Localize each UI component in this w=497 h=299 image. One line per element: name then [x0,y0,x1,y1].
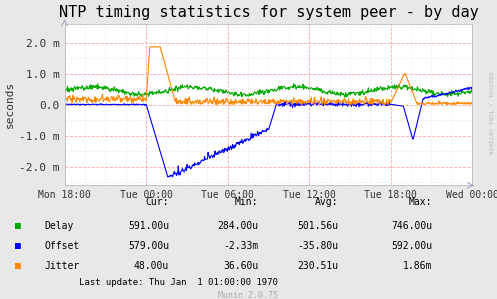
Text: Last update: Thu Jan  1 01:00:00 1970: Last update: Thu Jan 1 01:00:00 1970 [80,278,278,287]
Text: 1.86m: 1.86m [403,260,432,271]
Text: 501.56u: 501.56u [297,221,338,231]
Text: 592.00u: 592.00u [391,241,432,251]
Text: 230.51u: 230.51u [297,260,338,271]
Text: ■: ■ [15,260,21,271]
Y-axis label: seconds: seconds [5,81,15,128]
Text: Delay: Delay [45,221,74,231]
Text: 579.00u: 579.00u [128,241,169,251]
Title: NTP timing statistics for system peer - by day: NTP timing statistics for system peer - … [59,5,478,20]
Text: 746.00u: 746.00u [391,221,432,231]
Text: Max:: Max: [409,197,432,207]
Text: Jitter: Jitter [45,260,80,271]
Text: RRDTOOL / TOBI OETIKER: RRDTOOL / TOBI OETIKER [487,72,492,155]
Text: Offset: Offset [45,241,80,251]
Text: -35.80u: -35.80u [297,241,338,251]
Text: Munin 2.0.75: Munin 2.0.75 [219,291,278,299]
Text: 591.00u: 591.00u [128,221,169,231]
Text: Avg:: Avg: [315,197,338,207]
Text: -2.33m: -2.33m [223,241,258,251]
Text: Cur:: Cur: [146,197,169,207]
Text: ■: ■ [15,221,21,231]
Text: 284.00u: 284.00u [217,221,258,231]
Text: 36.60u: 36.60u [223,260,258,271]
Text: Min:: Min: [235,197,258,207]
Text: ■: ■ [15,241,21,251]
Text: 48.00u: 48.00u [134,260,169,271]
